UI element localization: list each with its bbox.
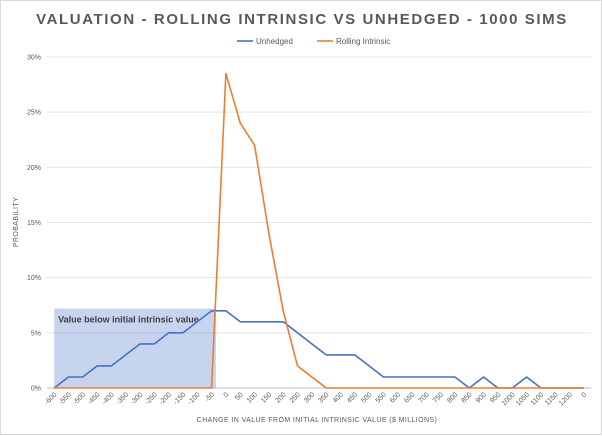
legend: Unhedged Rolling Intrinsic [237,37,390,46]
x-tick-label: -400 [101,391,116,406]
x-tick-label: 300 [303,391,316,404]
x-tick-label: -550 [58,391,73,406]
x-tick-label: 350 [317,391,330,404]
x-tick-label: 900 [475,391,488,404]
x-tick-label: -450 [87,391,102,406]
y-axis: 0% 5% 10% 15% 20% 25% 30% [27,55,41,393]
x-tick-label: 1150 [544,391,560,407]
legend-label: Rolling Intrinsic [336,37,390,46]
x-tick-label: 450 [346,391,359,404]
x-tick-label: 850 [461,391,474,404]
x-tick-label: 250 [289,391,302,404]
x-tick-label: 500 [360,391,373,404]
x-tick-label: -100 [187,391,202,406]
chart-title: VALUATION - ROLLING INTRINSIC VS UNHEDGE… [36,11,568,28]
x-tick-label: 1050 [515,391,531,407]
x-tick-label: 0 [581,391,589,399]
x-axis: -600 -550 -500 -450 -400 -350 -300 -250 -200 -150… [44,391,589,407]
y-tick-label: 15% [27,220,41,227]
y-tick-label: 25% [27,110,41,117]
x-tick-label: 550 [375,391,388,404]
y-axis-title: PROBABILITY [13,197,20,247]
y-tick-label: 30% [27,55,41,62]
y-tick-label: 5% [31,330,41,337]
series-line-1 [54,72,584,389]
x-tick-label: 0 [223,391,231,399]
shaded-region-label: Value below initial intrinsic value [58,315,199,325]
x-tick-label: 600 [389,391,402,404]
x-tick-label: 750 [432,391,445,404]
x-tick-label: 100 [246,391,259,404]
x-tick-label: -500 [72,391,87,406]
x-tick-label: -600 [44,391,59,406]
x-tick-label: 200 [274,391,287,404]
x-tick-label: 650 [403,391,416,404]
series-lines [53,72,584,389]
x-tick-label: 1000 [501,391,517,407]
y-tick-label: 10% [27,275,41,282]
x-tick-label: -250 [144,391,159,406]
x-tick-label: -150 [173,391,188,406]
series-line-0 [53,309,584,389]
y-tick-label: 20% [27,165,41,172]
x-tick-label: 400 [332,391,345,404]
x-tick-label: -350 [115,391,130,406]
shaded-region: Value below initial intrinsic value [54,308,216,388]
x-tick-label: 700 [418,391,431,404]
x-tick-label: 1200 [558,391,574,407]
y-tick-label: 0% [31,386,41,393]
x-tick-label: -300 [130,391,145,406]
x-tick-label: 1100 [530,391,546,407]
x-tick-label: 50 [234,391,245,402]
legend-label: Unhedged [256,37,293,46]
x-tick-label: -50 [204,391,216,403]
x-tick-label: 800 [446,391,459,404]
x-tick-label: -200 [158,391,173,406]
x-axis-title: CHANGE IN VALUE FROM INITIAL INTRINSIC V… [197,417,437,424]
x-tick-label: 150 [260,391,273,404]
